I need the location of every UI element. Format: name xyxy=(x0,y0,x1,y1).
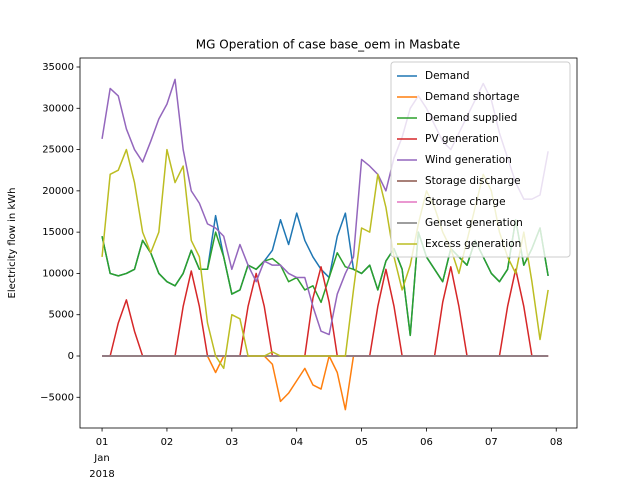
x-tick-label: 03 xyxy=(225,437,238,448)
x-date-label: Jan xyxy=(93,453,109,464)
y-tick-label: 20000 xyxy=(42,186,74,197)
legend-label: Demand supplied xyxy=(425,112,517,124)
y-axis-label: Electricity flow in kWh xyxy=(7,188,18,299)
x-tick-label: 05 xyxy=(355,437,368,448)
y-tick-label: −5000 xyxy=(40,392,74,403)
legend-label: Wind generation xyxy=(425,154,512,166)
x-tick-label: 02 xyxy=(161,437,174,448)
x-date-label: 2018 xyxy=(89,469,114,480)
y-tick-label: 5000 xyxy=(49,310,74,321)
y-tick-label: 30000 xyxy=(42,103,74,114)
y-tick-label: 25000 xyxy=(42,145,74,156)
legend-label: PV generation xyxy=(425,133,499,145)
axes-frame xyxy=(79,57,578,429)
legend-label: Storage charge xyxy=(425,196,506,208)
legend-label: Storage discharge xyxy=(425,175,521,187)
legend-label: Demand xyxy=(425,70,470,82)
series-line xyxy=(102,266,549,357)
series-line xyxy=(102,355,549,411)
legend-box xyxy=(390,61,571,258)
legend-label: Genset generation xyxy=(425,217,523,229)
chart-title: MG Operation of case base_oem in Masbate xyxy=(196,38,460,52)
legend-label: Demand shortage xyxy=(425,91,519,103)
y-tick-label: 10000 xyxy=(42,268,74,279)
x-tick-label: 07 xyxy=(485,437,498,448)
x-tick-label: 01 xyxy=(96,437,109,448)
y-tick-label: 15000 xyxy=(42,227,74,238)
legend-label: Excess generation xyxy=(425,238,521,250)
x-tick-label: 08 xyxy=(550,437,563,448)
y-tick-label: 35000 xyxy=(42,62,74,73)
y-tick-label: 0 xyxy=(68,351,74,362)
x-tick-label: 06 xyxy=(420,437,433,448)
x-tick-label: 04 xyxy=(290,437,303,448)
